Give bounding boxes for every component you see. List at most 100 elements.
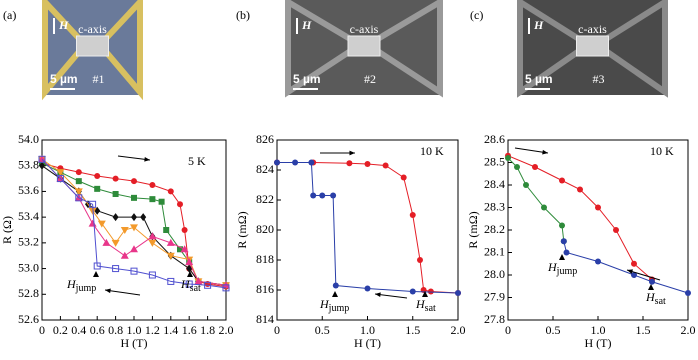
annotation-sub: sat [425, 303, 436, 314]
x-tick-label: 0.5 [546, 323, 561, 337]
marker [185, 280, 193, 288]
y-tick-label: 54.0 [18, 132, 39, 146]
marker [185, 258, 194, 266]
arrow-head [627, 269, 633, 274]
x-tick-label: 2.0 [451, 323, 466, 337]
marker [364, 285, 371, 292]
marker [181, 227, 188, 233]
marker [38, 155, 46, 163]
marker [56, 169, 65, 177]
marker [131, 194, 137, 201]
marker [346, 160, 353, 167]
marker [409, 288, 416, 295]
y-tick-label: 28.2 [484, 222, 505, 236]
y-tick-label: 822 [256, 192, 274, 206]
y-tick-label: 28.0 [484, 267, 505, 281]
x-tick-label: 0.2 [53, 323, 68, 337]
marker [563, 249, 570, 256]
marker [559, 222, 565, 229]
marker [166, 238, 175, 246]
marker [166, 252, 175, 260]
x-tick-label: 2.0 [219, 323, 234, 337]
marker [148, 271, 156, 279]
marker [120, 227, 129, 234]
x-tick-label: 1.0 [127, 323, 142, 337]
sample-label: #1 [93, 72, 105, 86]
annotation-main: H [415, 297, 426, 311]
marker [310, 192, 317, 199]
x-tick-label: 1.0 [591, 323, 606, 337]
y-tick-label: 820 [256, 222, 274, 236]
annotation-sub: sat [655, 296, 666, 307]
y-tick-label: 53.0 [18, 260, 39, 274]
marker [167, 277, 175, 285]
marker [93, 262, 101, 270]
x-tick-label: 1.6 [182, 323, 197, 337]
marker [177, 246, 183, 253]
y-tick-label: 28.4 [484, 177, 505, 191]
marker [409, 212, 416, 218]
x-tick-label: 1.5 [405, 323, 420, 337]
marker [455, 290, 461, 296]
axis-label: c-axis [350, 22, 379, 36]
marker [595, 258, 601, 265]
sat-marker [648, 284, 654, 290]
arrow [514, 147, 549, 154]
marker [685, 290, 691, 296]
marker [94, 185, 101, 192]
marker [97, 220, 106, 228]
marker [112, 175, 119, 182]
sat-marker [422, 291, 428, 297]
marker [613, 227, 619, 233]
arrow [626, 269, 661, 281]
marker [167, 188, 174, 195]
annotation-main: H [66, 277, 77, 291]
annotation-sub: jump [328, 303, 350, 314]
x-tick-label: 1.0 [360, 323, 375, 337]
marker [120, 251, 129, 259]
scale-label: 5 µm [525, 72, 553, 86]
marker [130, 245, 138, 253]
x-axis-label: H (T) [121, 336, 148, 350]
y-tick-label: 816 [256, 282, 274, 296]
marker [382, 162, 389, 169]
annotation: Hjump [547, 260, 577, 278]
annotation: Hjump [66, 277, 96, 295]
y-tick-label: 53.4 [18, 209, 39, 223]
marker [112, 265, 120, 273]
marker [112, 191, 119, 197]
x-tick-label: 1.8 [200, 323, 215, 337]
y-tick-label: 28.1 [484, 244, 505, 258]
marker [292, 159, 299, 166]
marker [523, 182, 529, 188]
field-label: H [301, 18, 312, 32]
sample [347, 35, 381, 57]
marker [319, 192, 326, 199]
temperature-label: 10 K [650, 144, 674, 158]
marker [88, 219, 97, 227]
x-tick-label: 0 [274, 323, 280, 337]
y-tick-label: 28.6 [484, 132, 505, 146]
marker [532, 164, 538, 170]
annotation: Hsat [645, 290, 666, 308]
annotation-sub: jump [556, 266, 578, 277]
marker [595, 204, 601, 211]
x-tick-label: 0.6 [90, 323, 105, 337]
marker [163, 227, 170, 233]
y-tick-label: 814 [256, 312, 274, 326]
arrow-head [349, 150, 355, 156]
x-tick-label: 0 [39, 323, 45, 337]
marker [148, 232, 157, 240]
marker [514, 164, 520, 170]
annotation: Hjump [319, 297, 349, 315]
temperature-label: 10 K [420, 144, 444, 158]
panel-label: (a) [3, 8, 16, 22]
marker [131, 213, 137, 222]
annotation-main: H [547, 260, 558, 274]
x-tick-label: 0.4 [71, 323, 86, 337]
marker [158, 198, 165, 205]
sample [76, 35, 109, 57]
y-tick-label: 28.3 [484, 199, 505, 213]
scale-label: 5 µm [50, 72, 78, 86]
